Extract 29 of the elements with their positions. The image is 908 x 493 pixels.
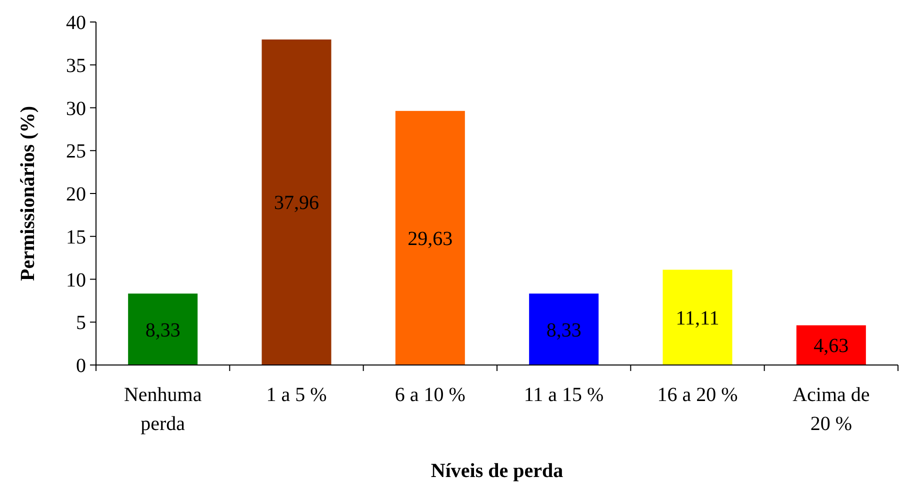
x-tick-label: Acima de 20 %: [792, 384, 870, 435]
x-tick-label: Nenhuma perda: [124, 384, 202, 435]
data-label: 8,33: [145, 319, 180, 342]
y-tick-label: 15: [66, 226, 86, 248]
bar: [662, 270, 732, 365]
y-axis-title: Permissionários (%): [17, 106, 39, 281]
bar: [529, 294, 599, 365]
bar: [128, 294, 198, 365]
bar: [395, 110, 465, 365]
x-tick-label: 6 a 10 %: [394, 384, 466, 406]
y-tick-label: 10: [66, 269, 86, 292]
x-tick-label: 16 a 20 %: [657, 384, 738, 406]
data-label: 29,63: [408, 228, 453, 250]
y-tick-label: 40: [66, 12, 86, 34]
x-axis-title: Níveis de perda: [430, 460, 564, 482]
data-label: 11,11: [676, 307, 720, 330]
data-label: 8,33: [546, 319, 582, 342]
y-tick-label: 30: [66, 98, 86, 120]
y-tick-label: 5: [76, 312, 86, 334]
y-tick-label: 35: [66, 54, 86, 77]
x-tick-label: 11 a 15 %: [524, 384, 604, 406]
bar: [262, 39, 332, 365]
x-tick-label: 1 a 5 %: [266, 384, 327, 406]
y-tick-label: 20: [66, 184, 86, 206]
bar: [796, 325, 866, 365]
data-label: 37,96: [274, 192, 319, 214]
y-tick-label: 25: [66, 140, 86, 163]
data-label: 4,63: [814, 335, 849, 358]
y-tick-label: 0: [76, 355, 86, 377]
